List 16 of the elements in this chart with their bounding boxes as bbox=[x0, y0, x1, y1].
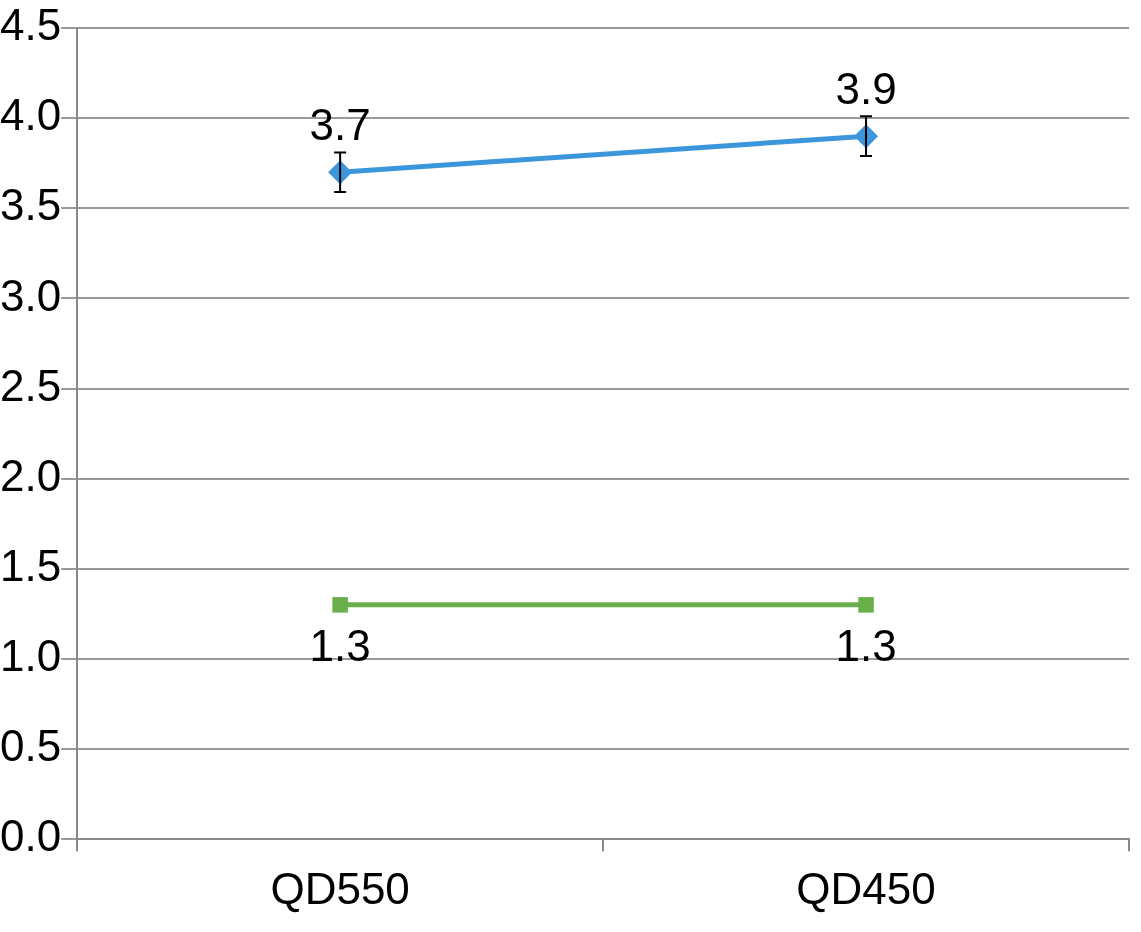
y-tick-label: 2.0 bbox=[0, 450, 62, 500]
y-tick-label: 1.0 bbox=[0, 631, 62, 681]
y-tick-label: 1.5 bbox=[0, 540, 62, 590]
data-label: 3.7 bbox=[309, 100, 371, 150]
y-tick-label: 3.5 bbox=[0, 180, 62, 230]
y-tick-label: 2.5 bbox=[0, 360, 62, 410]
data-label: 3.9 bbox=[835, 64, 897, 114]
data-label: 1.3 bbox=[835, 620, 897, 670]
y-tick-label: 4.0 bbox=[0, 90, 62, 140]
x-tick-label: QD550 bbox=[270, 863, 410, 913]
x-tick-label: QD450 bbox=[796, 863, 936, 913]
y-tick-label: 0.0 bbox=[0, 811, 62, 861]
data-label: 1.3 bbox=[309, 620, 371, 670]
y-tick-label: 4.5 bbox=[0, 0, 62, 50]
y-tick-label: 3.0 bbox=[0, 270, 62, 320]
y-tick-label: 0.5 bbox=[0, 721, 62, 771]
